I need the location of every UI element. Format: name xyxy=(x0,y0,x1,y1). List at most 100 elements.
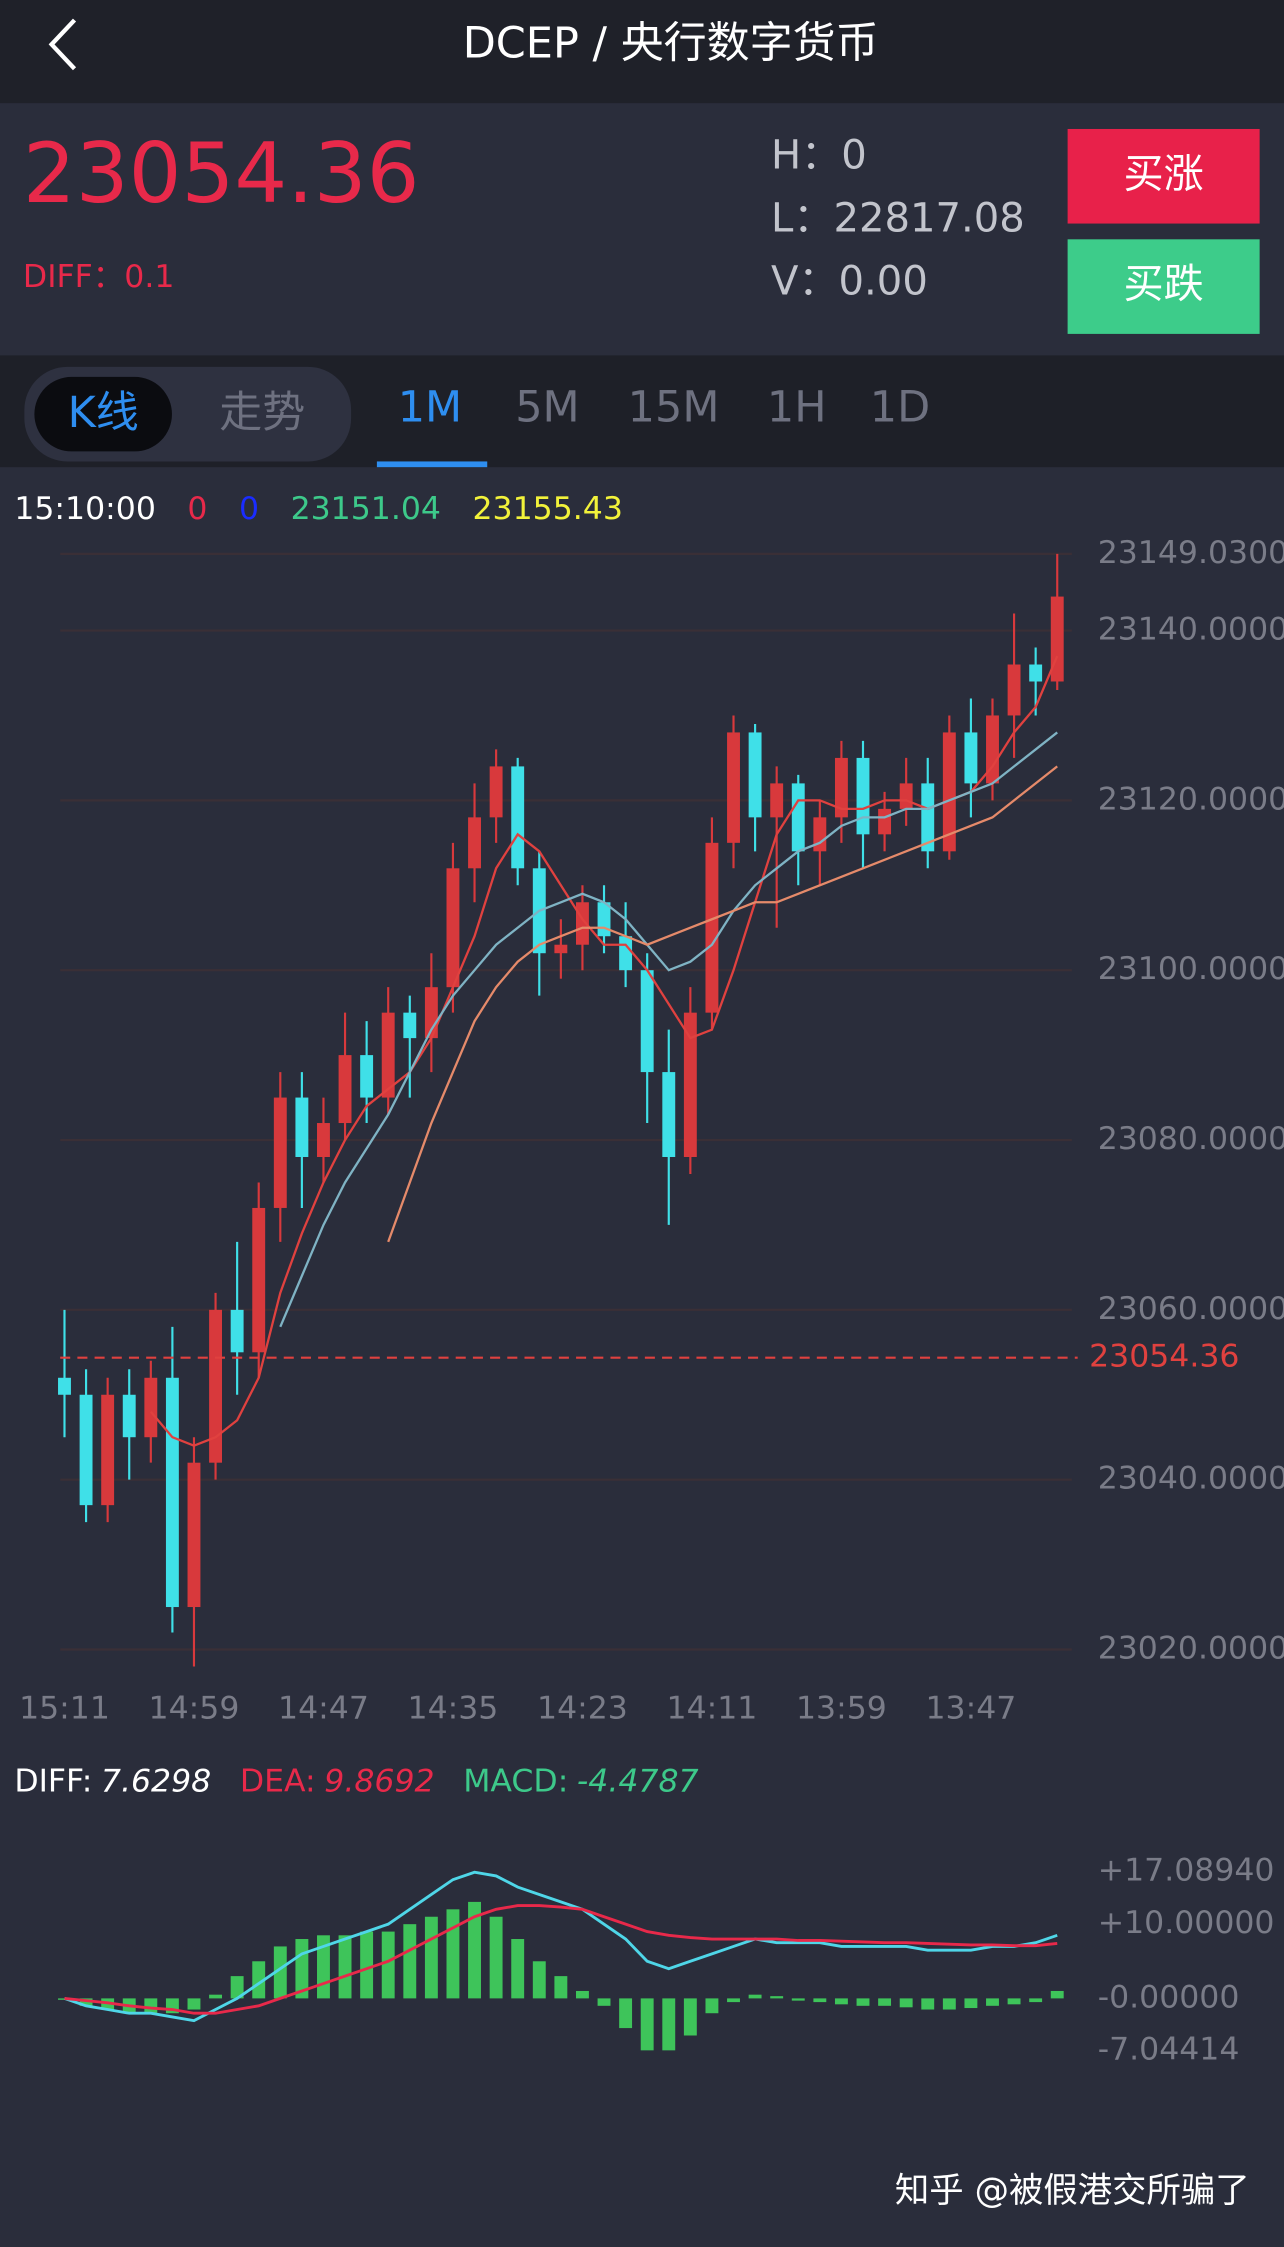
x-tick-label: 15:11 xyxy=(19,1691,110,1727)
buy-down-label[interactable]: 买跌 xyxy=(1124,262,1204,308)
macd-bar xyxy=(683,1998,697,2036)
kline-chart: 15:10:00 0 0 23151.04 23155.43 23149.0300 2314… xyxy=(14,491,1284,1726)
x-tick-label: 13:47 xyxy=(925,1691,1016,1727)
macd-bar xyxy=(79,1998,93,2006)
macd-bar xyxy=(187,1998,201,2010)
macd-bar xyxy=(230,1976,244,1999)
macd-bar xyxy=(791,1998,805,2001)
line xyxy=(387,765,1058,1243)
period-tab[interactable]: 1D xyxy=(870,382,930,432)
candle-body xyxy=(921,783,935,852)
y-tick-label: 23120.0000 xyxy=(1098,781,1284,817)
candle-body xyxy=(209,1309,223,1463)
y-tick-label: -0.00000 xyxy=(1098,1979,1240,2015)
candle-body xyxy=(360,1055,374,1098)
macd-bar xyxy=(511,1939,525,1999)
macd-bar xyxy=(942,1998,956,2010)
macd-bar xyxy=(619,1998,633,2029)
candle-body xyxy=(403,1012,417,1039)
macd-bar xyxy=(446,1909,460,1999)
mode-tab[interactable]: K线 xyxy=(68,388,139,438)
x-tick-label: 13:59 xyxy=(796,1691,887,1727)
x-tick-label: 14:23 xyxy=(537,1691,628,1727)
y-tick-label: 23149.0300 xyxy=(1098,535,1284,571)
buy-up-button[interactable] xyxy=(1067,128,1260,224)
macd-bar xyxy=(144,1998,158,2014)
macd-bar xyxy=(381,1931,395,1999)
mode-active xyxy=(34,376,172,452)
period-tab[interactable]: 1H xyxy=(767,382,827,432)
candle-body xyxy=(317,1123,330,1158)
candle-body xyxy=(511,766,525,869)
candle-body xyxy=(79,1394,93,1506)
line xyxy=(64,1904,1058,2015)
info-line: 15:10:00 0 0 23151.04 23155.43 xyxy=(14,491,623,527)
candle-body xyxy=(381,1012,395,1098)
macd-bar xyxy=(878,1998,892,2006)
macd-bar xyxy=(727,1998,740,2003)
macd-chart: DIFF: 7.6298 DEA: 9.8692 MACD: -4.4787 +17.089… xyxy=(14,1764,1274,2068)
x-tick-label: 14:11 xyxy=(667,1691,758,1727)
y-tick-label: +17.08940 xyxy=(1098,1853,1275,1889)
macd-bar xyxy=(899,1998,913,2008)
stat-label: L： xyxy=(771,196,833,242)
period-tab[interactable]: 15M xyxy=(628,382,720,432)
candle-body xyxy=(834,757,848,818)
candle-body xyxy=(295,1097,309,1158)
x-tick-label: 14:47 xyxy=(278,1691,369,1727)
diff-value: 0.1 xyxy=(124,259,174,295)
candle-body xyxy=(122,1394,136,1438)
macd-bar xyxy=(597,1998,611,2006)
candle-body xyxy=(705,842,719,1013)
candle-body xyxy=(468,817,481,869)
candle-body xyxy=(683,1012,697,1158)
macd-bar xyxy=(1007,1998,1021,2005)
macd-bar xyxy=(1050,1990,1064,1999)
period-tab[interactable]: 5M xyxy=(515,382,579,432)
candle-body xyxy=(813,817,827,852)
stat-value: 0 xyxy=(841,133,867,179)
candle-body xyxy=(964,732,978,784)
readout-value: -4.4787 xyxy=(577,1764,699,1800)
x-tick-label: 14:59 xyxy=(149,1691,240,1727)
candle-body xyxy=(597,902,611,937)
macd-bar xyxy=(273,1946,287,1999)
info-time: 15:10:00 xyxy=(14,491,156,527)
readout-name: MACD: xyxy=(463,1764,568,1800)
line xyxy=(64,1870,1058,2023)
macd-bar xyxy=(532,1961,546,1999)
y-tick-label: 23100.0000 xyxy=(1098,951,1284,987)
macd-bar xyxy=(705,1998,719,2014)
readout: DIFF: 7.6298 DEA: 9.8692 MACD: -4.4787 xyxy=(14,1764,698,1800)
macd-bar xyxy=(360,1931,374,1999)
y-tick-label: 23080.0000 xyxy=(1098,1121,1284,1157)
diff-label: DIFF： xyxy=(23,259,124,295)
y-tick-label: 23020.0000 xyxy=(1098,1630,1284,1666)
candle-body xyxy=(899,783,913,809)
back-button[interactable] xyxy=(48,18,77,71)
macd-bar xyxy=(489,1916,503,1999)
candle-body xyxy=(770,783,784,818)
macd-bar xyxy=(1029,1998,1043,2003)
macd-bar xyxy=(424,1916,438,1999)
buy-down-button[interactable] xyxy=(1067,239,1260,334)
macd-bar xyxy=(964,1998,978,2009)
macd-bar xyxy=(575,1990,589,1999)
mode-tab[interactable]: 走势 xyxy=(219,388,305,438)
candle-body xyxy=(165,1377,179,1608)
stat: L：22817.08 xyxy=(771,196,1025,242)
candle-body xyxy=(662,1072,676,1158)
period-tab[interactable]: 1M xyxy=(398,382,462,432)
macd-bar xyxy=(209,1994,223,1999)
y-tick-label: -7.04414 xyxy=(1098,2032,1240,2068)
top-bar xyxy=(0,0,1284,104)
x-tick-label: 14:35 xyxy=(408,1691,499,1727)
info-value: 0 xyxy=(187,491,207,527)
buy-up-label[interactable]: 买涨 xyxy=(1124,151,1204,197)
candle-body xyxy=(727,732,740,843)
macd-bar xyxy=(856,1998,870,2006)
candle-body xyxy=(856,757,870,835)
candle-body xyxy=(1050,596,1064,682)
y-tick-label: 23140.0000 xyxy=(1098,612,1284,648)
